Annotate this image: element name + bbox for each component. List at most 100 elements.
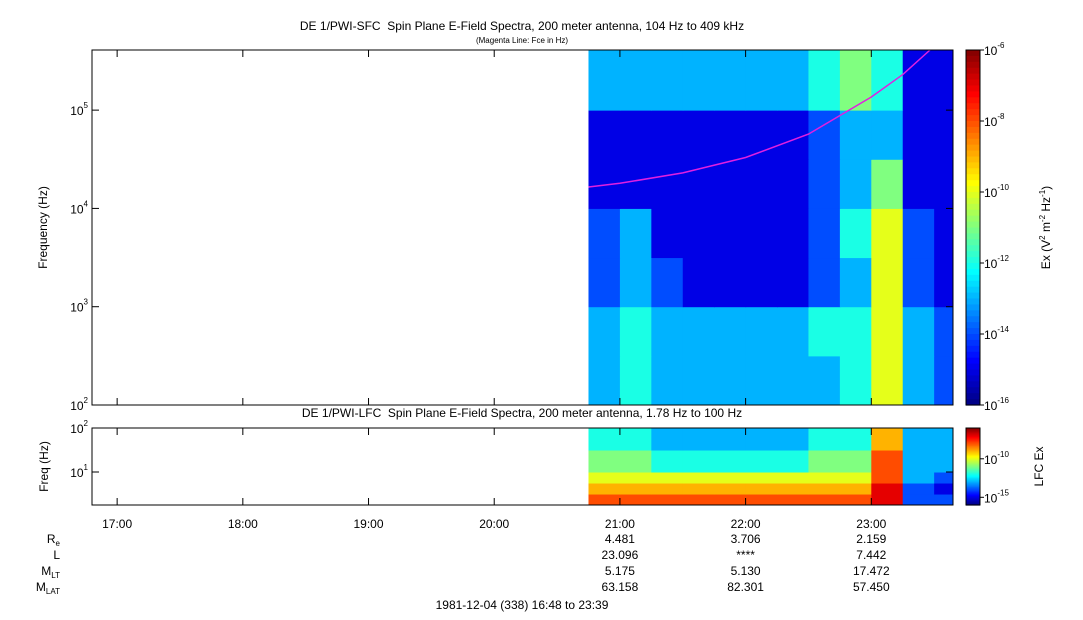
y-tick-label: 105 bbox=[70, 101, 88, 118]
y-tick-label-exponent: 5 bbox=[84, 101, 89, 110]
ephemeris-value: **** bbox=[736, 548, 755, 562]
heatmap-cell bbox=[745, 494, 778, 506]
y-tick-label: 102 bbox=[70, 396, 88, 413]
colorbar-segment bbox=[966, 458, 980, 461]
heatmap-cell bbox=[745, 355, 778, 406]
heatmap-cell bbox=[871, 450, 904, 473]
colorbar-label-part: -1 bbox=[1038, 189, 1047, 197]
colorbar-segment bbox=[966, 461, 980, 464]
heatmap-cell bbox=[651, 208, 684, 259]
plot-frame bbox=[91, 427, 954, 506]
heatmap-cell bbox=[651, 450, 684, 473]
heatmap-cell bbox=[651, 159, 684, 209]
colorbar-segment bbox=[966, 369, 980, 377]
colorbar-segment bbox=[966, 328, 980, 335]
heatmap-cell bbox=[682, 110, 715, 160]
panel-title: DE 1/PWI-LFC Spin Plane E-Field Spectra,… bbox=[302, 406, 742, 420]
heatmap-cell bbox=[808, 306, 841, 357]
heatmap-cell bbox=[808, 483, 841, 495]
heatmap-cell bbox=[714, 306, 747, 357]
heatmap-cell bbox=[745, 428, 778, 451]
colorbar-segment bbox=[966, 498, 980, 501]
colorbar-segment bbox=[966, 227, 980, 235]
colorbar-segment bbox=[966, 197, 980, 205]
heatmap-cell bbox=[745, 450, 778, 473]
y-tick-label-base: 10 bbox=[70, 466, 84, 480]
heatmap-cell bbox=[902, 355, 935, 406]
colorbar-segment bbox=[966, 453, 980, 456]
y-tick-label: 101 bbox=[70, 463, 88, 480]
heatmap-cell bbox=[619, 208, 652, 259]
y-tick-label-exponent: 2 bbox=[84, 419, 89, 428]
heatmap-cell bbox=[777, 494, 809, 506]
heatmap-cell bbox=[682, 428, 715, 451]
heatmap-cell bbox=[619, 110, 652, 160]
heatmap-cell bbox=[682, 159, 715, 209]
heatmap-cell bbox=[934, 306, 954, 357]
colorbar-segment bbox=[966, 233, 980, 240]
ephemeris-value: 63.158 bbox=[602, 580, 639, 594]
heatmap-cell bbox=[808, 428, 841, 451]
ephemeris-value: 4.481 bbox=[605, 532, 635, 546]
colorbar-segment bbox=[966, 334, 980, 341]
heatmap-cell bbox=[808, 450, 841, 473]
ephemeris-value: 5.175 bbox=[605, 564, 635, 578]
colorbar-tick-label: 10-15 bbox=[984, 488, 1009, 505]
heatmap-cell bbox=[619, 257, 652, 308]
heatmap-cell bbox=[777, 306, 809, 357]
colorbar-label-part: LFC Ex bbox=[1032, 446, 1046, 486]
heatmap-cell bbox=[934, 472, 954, 484]
colorbar-segment bbox=[966, 286, 980, 294]
y-tick-label-exponent: 2 bbox=[84, 396, 89, 405]
colorbar-label-part: Ex (V bbox=[1039, 240, 1053, 269]
colorbar-segment bbox=[966, 465, 980, 468]
colorbar-segment bbox=[966, 221, 980, 229]
heatmap-cell bbox=[714, 110, 747, 160]
colorbar-segment bbox=[966, 109, 980, 116]
heatmap-cell bbox=[714, 355, 747, 406]
panel-title: DE 1/PWI-SFC Spin Plane E-Field Spectra,… bbox=[300, 19, 744, 33]
colorbar-segment bbox=[966, 463, 980, 466]
heatmap-cell bbox=[934, 494, 954, 506]
colorbar-segment bbox=[966, 454, 980, 457]
colorbar-segment bbox=[966, 339, 980, 347]
colorbar-tick-label: 10-16 bbox=[984, 396, 1009, 413]
heatmap-cell bbox=[588, 306, 621, 357]
heatmap-cell bbox=[588, 208, 621, 259]
colorbar-segment bbox=[966, 470, 980, 473]
y-tick-label-base: 10 bbox=[70, 422, 84, 436]
colorbar-tick-label: 10-8 bbox=[984, 112, 1005, 129]
colorbar-segment bbox=[966, 451, 980, 453]
colorbar-label-part: -2 bbox=[1038, 214, 1047, 222]
heatmap-cell bbox=[651, 110, 684, 160]
colorbar-segment bbox=[966, 496, 980, 498]
heatmap-cell bbox=[839, 159, 872, 209]
colorbar-segment bbox=[966, 67, 980, 75]
heatmap-cell bbox=[619, 50, 652, 111]
heatmap-cell bbox=[777, 208, 809, 259]
heatmap-cell bbox=[934, 159, 954, 209]
colorbar-segment bbox=[966, 280, 980, 288]
ephemeris-value: 7.442 bbox=[856, 548, 886, 562]
colorbar-segment bbox=[966, 375, 980, 382]
colorbar-segment bbox=[966, 168, 980, 175]
ephemeris-label-base: R bbox=[47, 532, 56, 546]
heatmap-cell bbox=[682, 355, 715, 406]
heatmap-cell bbox=[619, 355, 652, 406]
colorbar-segment bbox=[966, 363, 980, 371]
heatmap-cell bbox=[745, 472, 778, 484]
colorbar-segment bbox=[966, 144, 980, 152]
colorbar-segment bbox=[966, 494, 980, 497]
colorbar-segment bbox=[966, 448, 980, 451]
colorbar-segment bbox=[966, 484, 980, 487]
colorbar-segment bbox=[966, 310, 980, 317]
heatmap-cell bbox=[619, 159, 652, 209]
y-tick-label-exponent: 4 bbox=[84, 200, 89, 209]
colorbar-segment bbox=[966, 215, 980, 223]
y-tick-label-base: 10 bbox=[70, 104, 84, 118]
x-tick-label: 22:00 bbox=[731, 517, 761, 531]
ephemeris-value: 57.450 bbox=[853, 580, 890, 594]
heatmap-cell bbox=[902, 306, 935, 357]
heatmap-cell bbox=[714, 472, 747, 484]
heatmap-cell bbox=[934, 110, 954, 160]
